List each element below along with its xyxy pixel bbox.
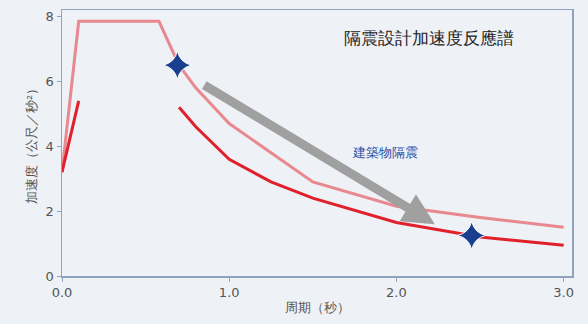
svg-text:2.0: 2.0 — [386, 285, 407, 300]
svg-text:4: 4 — [46, 139, 54, 154]
svg-text:0.0: 0.0 — [52, 285, 73, 300]
svg-text:1.0: 1.0 — [219, 285, 240, 300]
svg-text:建築物隔震: 建築物隔震 — [352, 145, 418, 160]
svg-text:加速度（公尺／秒²）: 加速度（公尺／秒²） — [24, 82, 39, 204]
svg-text:8: 8 — [46, 9, 54, 24]
svg-text:6: 6 — [46, 74, 54, 89]
svg-text:0: 0 — [46, 269, 54, 284]
svg-text:周期（秒）: 周期（秒） — [285, 300, 350, 315]
svg-text:隔震設計加速度反應譜: 隔震設計加速度反應譜 — [344, 28, 514, 48]
svg-text:2: 2 — [46, 204, 54, 219]
svg-text:3.0: 3.0 — [553, 285, 574, 300]
